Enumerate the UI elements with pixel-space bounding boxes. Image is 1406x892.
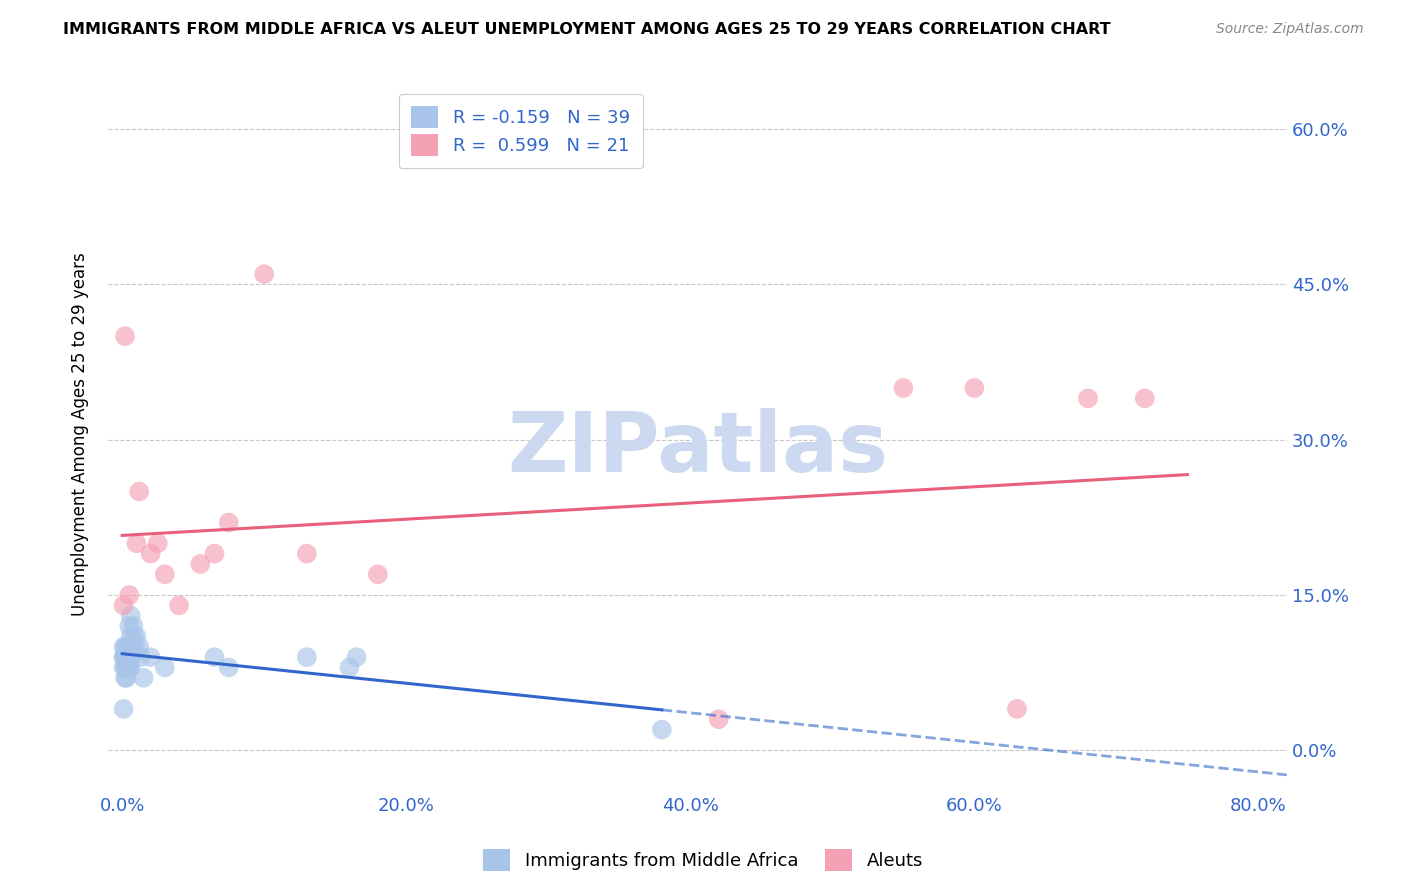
Legend: R = -0.159   N = 39, R =  0.599   N = 21: R = -0.159 N = 39, R = 0.599 N = 21	[399, 94, 643, 169]
Point	[125, 629, 148, 643]
Point	[132, 671, 155, 685]
Point	[114, 671, 136, 685]
Point	[118, 660, 141, 674]
Point	[153, 567, 176, 582]
Point	[125, 536, 148, 550]
Point	[112, 650, 135, 665]
Point	[118, 650, 141, 665]
Point	[122, 629, 145, 643]
Point	[891, 381, 914, 395]
Point	[115, 650, 138, 665]
Point	[218, 660, 240, 674]
Point	[112, 660, 135, 674]
Point	[128, 640, 150, 654]
Point	[204, 650, 226, 665]
Point	[120, 660, 142, 674]
Point	[129, 650, 152, 665]
Point	[118, 619, 141, 633]
Point	[120, 629, 142, 643]
Point	[1005, 702, 1028, 716]
Point	[1133, 392, 1156, 406]
Point	[346, 650, 368, 665]
Text: ZIPatlas: ZIPatlas	[508, 409, 889, 490]
Point	[114, 650, 136, 665]
Point	[295, 547, 318, 561]
Point	[122, 619, 145, 633]
Point	[112, 702, 135, 716]
Point	[114, 660, 136, 674]
Point	[188, 557, 211, 571]
Point	[963, 381, 986, 395]
Point	[118, 588, 141, 602]
Point	[1077, 392, 1099, 406]
Point	[121, 650, 143, 665]
Y-axis label: Unemployment Among Ages 25 to 29 years: Unemployment Among Ages 25 to 29 years	[72, 252, 89, 616]
Point	[120, 608, 142, 623]
Point	[114, 329, 136, 343]
Point	[253, 267, 276, 281]
Point	[218, 516, 240, 530]
Point	[339, 660, 361, 674]
Point	[124, 640, 146, 654]
Point	[117, 640, 139, 654]
Text: Source: ZipAtlas.com: Source: ZipAtlas.com	[1216, 22, 1364, 37]
Point	[139, 547, 162, 561]
Point	[153, 660, 176, 674]
Point	[115, 640, 138, 654]
Text: IMMIGRANTS FROM MIDDLE AFRICA VS ALEUT UNEMPLOYMENT AMONG AGES 25 TO 29 YEARS CO: IMMIGRANTS FROM MIDDLE AFRICA VS ALEUT U…	[63, 22, 1111, 37]
Point	[295, 650, 318, 665]
Point	[121, 640, 143, 654]
Point	[139, 650, 162, 665]
Point	[115, 660, 138, 674]
Point	[651, 723, 673, 737]
Point	[115, 671, 138, 685]
Point	[367, 567, 389, 582]
Point	[112, 640, 135, 654]
Point	[146, 536, 169, 550]
Legend: Immigrants from Middle Africa, Aleuts: Immigrants from Middle Africa, Aleuts	[475, 842, 931, 879]
Point	[204, 547, 226, 561]
Point	[117, 660, 139, 674]
Point	[128, 484, 150, 499]
Point	[114, 640, 136, 654]
Point	[112, 650, 135, 665]
Point	[117, 650, 139, 665]
Point	[167, 599, 190, 613]
Point	[707, 712, 730, 726]
Point	[112, 599, 135, 613]
